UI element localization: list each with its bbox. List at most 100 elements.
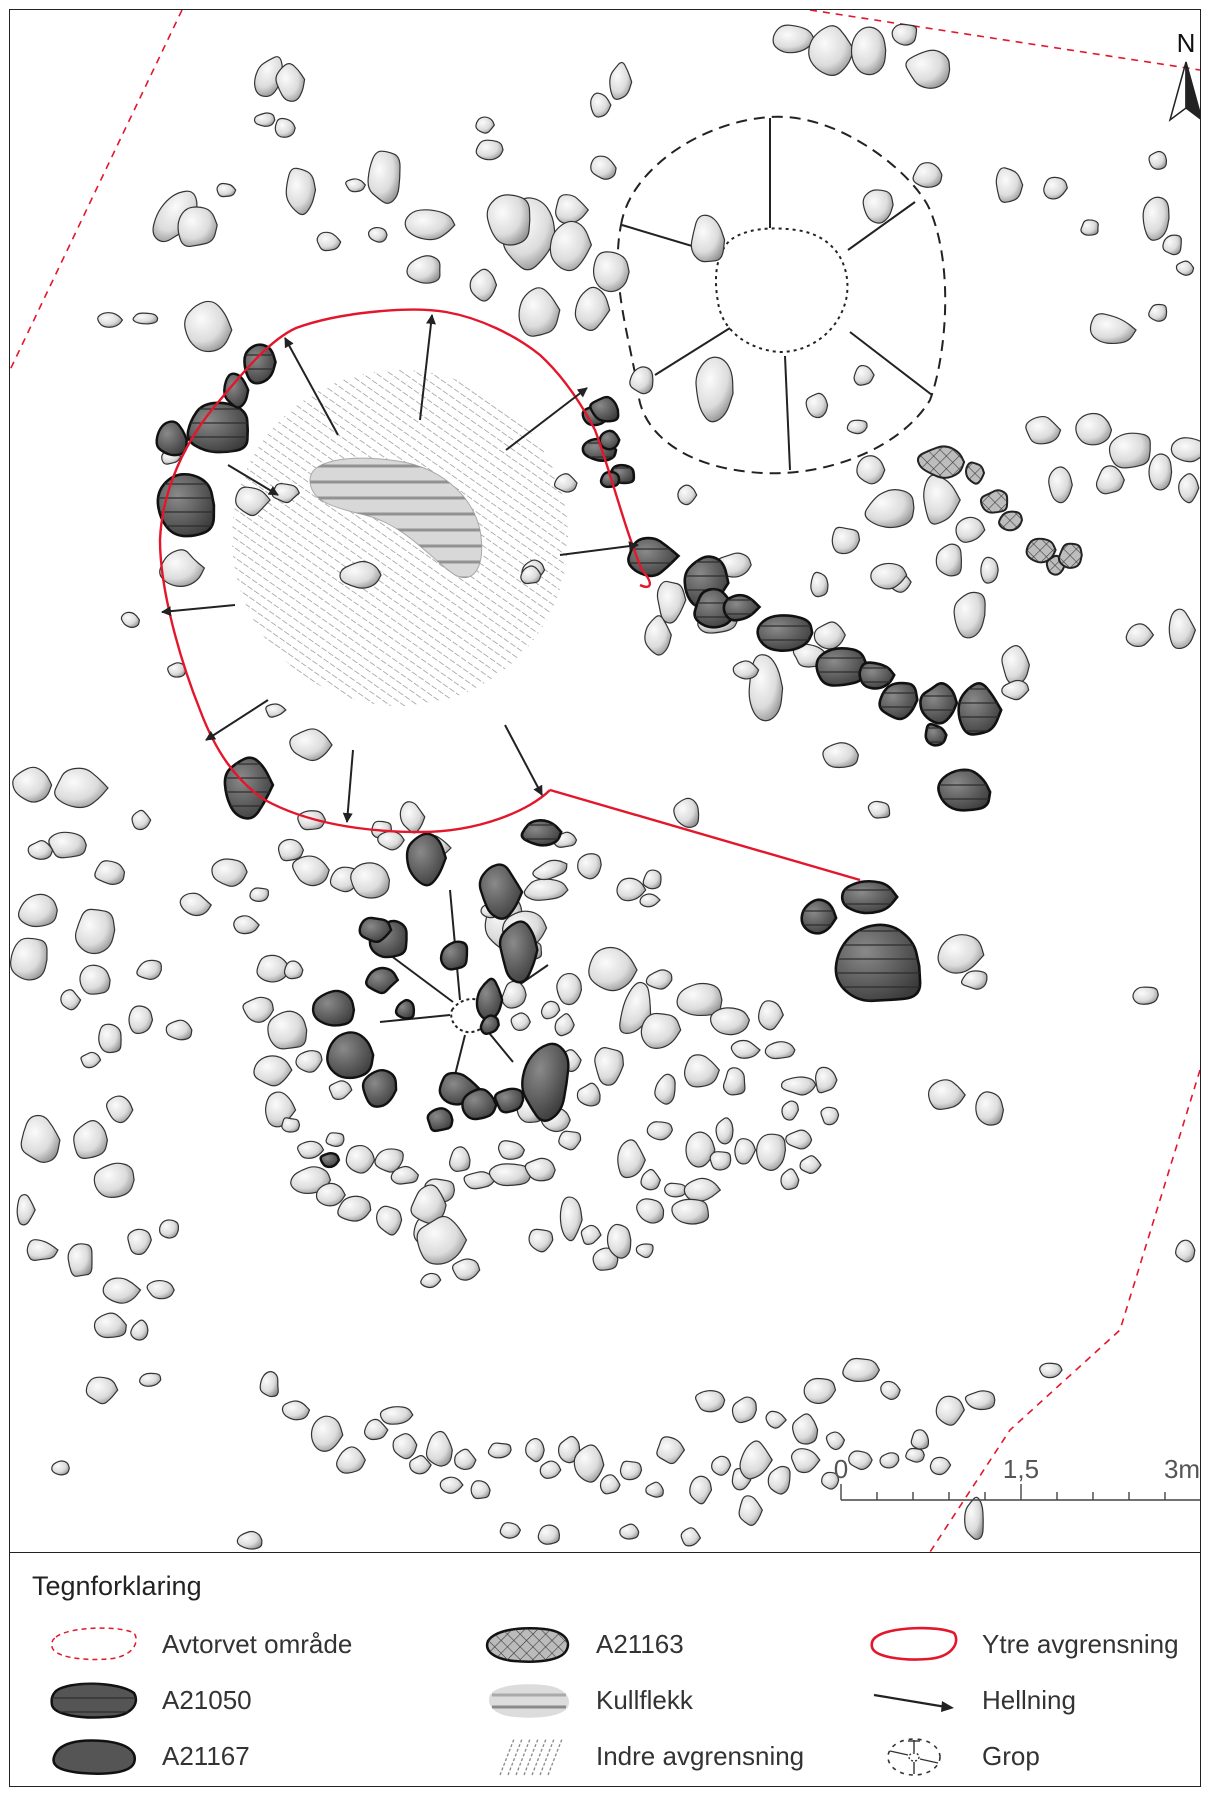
grey-striped-patch-icon xyxy=(489,1684,569,1718)
stone xyxy=(758,1000,784,1031)
legend-label-stripped-area: Avtorvet område xyxy=(162,1628,353,1659)
pit-icon xyxy=(887,1738,941,1776)
stone-a21167 xyxy=(319,1151,341,1169)
stone xyxy=(592,251,630,293)
stone-a21167 xyxy=(439,940,469,971)
stone xyxy=(673,797,700,828)
stone xyxy=(780,1168,800,1191)
stone xyxy=(646,1121,674,1141)
stone xyxy=(848,1450,873,1471)
outer-boundary-line xyxy=(158,308,861,882)
stone-a21167 xyxy=(311,989,356,1027)
stone xyxy=(216,182,237,198)
stone-a21050-stripes xyxy=(816,648,867,686)
red-outline-icon xyxy=(870,1626,958,1661)
stone xyxy=(695,1390,726,1413)
stone xyxy=(1108,432,1151,469)
stone xyxy=(577,853,602,880)
stone xyxy=(975,1091,1005,1126)
stone-a21163-hatch xyxy=(1026,538,1056,563)
scale-label-0: 0 xyxy=(834,1454,848,1484)
stone xyxy=(167,662,187,678)
stone xyxy=(910,1429,929,1450)
stone xyxy=(106,1095,134,1124)
slope-arrow-icon xyxy=(873,1693,954,1712)
stone xyxy=(772,24,816,54)
stone xyxy=(363,1418,389,1441)
legend-title: Tegnforklaring xyxy=(32,1571,202,1601)
stone xyxy=(676,982,723,1017)
stone xyxy=(18,893,58,928)
stone xyxy=(739,1440,773,1480)
site-plan-map: N 0 1,5 3m xyxy=(10,10,1200,1552)
stone xyxy=(912,162,943,188)
stone xyxy=(277,838,305,862)
stone xyxy=(880,1380,901,1400)
stone xyxy=(814,1066,838,1094)
stone-a21167 xyxy=(589,395,620,423)
stone xyxy=(576,1082,601,1107)
stone xyxy=(594,1047,625,1086)
north-label: N xyxy=(1177,28,1196,58)
stone xyxy=(1001,644,1031,686)
stone xyxy=(905,1447,925,1463)
stone-a21050-stripes xyxy=(925,724,947,746)
stone xyxy=(619,981,652,1035)
charcoal-patch-stripes xyxy=(310,458,482,578)
stone xyxy=(558,1130,582,1151)
stone xyxy=(764,1041,796,1060)
stone xyxy=(379,1406,414,1425)
scale-label-3m: 3m xyxy=(1164,1454,1200,1484)
stone xyxy=(16,1194,36,1226)
stone xyxy=(781,1100,800,1121)
stone xyxy=(524,1157,556,1182)
stone xyxy=(1043,176,1068,200)
stone xyxy=(501,980,527,1009)
stone xyxy=(285,167,317,216)
stone xyxy=(532,859,568,881)
stone-a21167 xyxy=(521,1042,570,1122)
stone xyxy=(537,1524,561,1545)
stone xyxy=(540,1000,561,1020)
stone-a21050-stripes xyxy=(842,881,898,913)
stone xyxy=(617,1139,646,1179)
stone-a21050-stripes xyxy=(187,402,248,453)
dark-striped-stone-icon xyxy=(50,1682,138,1719)
stone xyxy=(10,937,48,981)
stone xyxy=(98,1023,122,1054)
stone xyxy=(79,964,111,995)
stone xyxy=(645,969,673,990)
stone xyxy=(136,959,162,980)
stone xyxy=(523,878,569,901)
stone xyxy=(732,660,760,680)
pit-outline-north xyxy=(616,115,947,475)
stone xyxy=(671,1198,710,1225)
stone xyxy=(755,1133,787,1171)
stone xyxy=(336,1446,366,1474)
stone-a21163-hatch xyxy=(980,490,1008,513)
stone xyxy=(528,1228,554,1253)
stone-a21167 xyxy=(358,916,393,944)
stone xyxy=(539,1460,562,1479)
legend-label-slope: Hellning xyxy=(982,1684,1076,1715)
stone xyxy=(822,742,860,769)
stone xyxy=(315,1182,346,1207)
stone xyxy=(399,801,426,834)
stone xyxy=(730,1039,761,1059)
stone xyxy=(158,1219,180,1239)
stone xyxy=(629,366,654,395)
stone xyxy=(935,543,963,577)
stone xyxy=(785,1129,813,1150)
stone xyxy=(923,474,961,525)
stone-a21050-stripes xyxy=(694,589,736,628)
stone xyxy=(555,194,590,225)
stone xyxy=(325,1132,345,1147)
stone xyxy=(1175,1239,1196,1263)
stone xyxy=(297,1140,325,1159)
legend-label-pit: Grop xyxy=(982,1740,1040,1771)
stone-a21167 xyxy=(475,977,504,1021)
stone xyxy=(803,1377,837,1405)
stone xyxy=(165,1019,193,1041)
stone xyxy=(184,300,233,353)
stone xyxy=(404,209,456,241)
